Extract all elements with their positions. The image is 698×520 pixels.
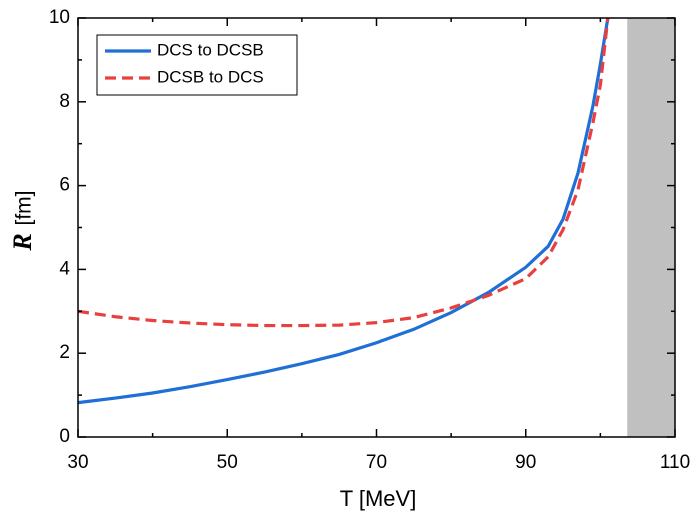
x-axis-label: T [MeV] [340, 486, 417, 511]
legend-label: DCS to DCSB [157, 40, 264, 59]
y-axis-symbol: R [8, 233, 37, 251]
x-tick-label: 110 [660, 452, 690, 473]
y-axis-unit: [fm] [13, 191, 36, 226]
x-tick-label: 70 [366, 452, 387, 473]
legend-box [96, 34, 298, 96]
series-line [77, 17, 610, 405]
y-tick-label: 6 [59, 175, 70, 196]
y-tick-label: 8 [59, 91, 70, 112]
y-axis-label: R [fm] [8, 191, 37, 252]
y-tick-label: 4 [59, 258, 70, 279]
series-line [77, 17, 610, 328]
shaded-region [627, 18, 675, 437]
legend-label: DCSB to DCS [157, 67, 264, 86]
y-tick-label: 10 [49, 7, 70, 28]
y-tick-label: 0 [59, 426, 70, 447]
y-tick-label: 2 [59, 342, 70, 363]
x-tick-label: 50 [217, 452, 238, 473]
x-tick-label: 90 [515, 452, 536, 473]
x-tick-label: 30 [67, 452, 88, 473]
